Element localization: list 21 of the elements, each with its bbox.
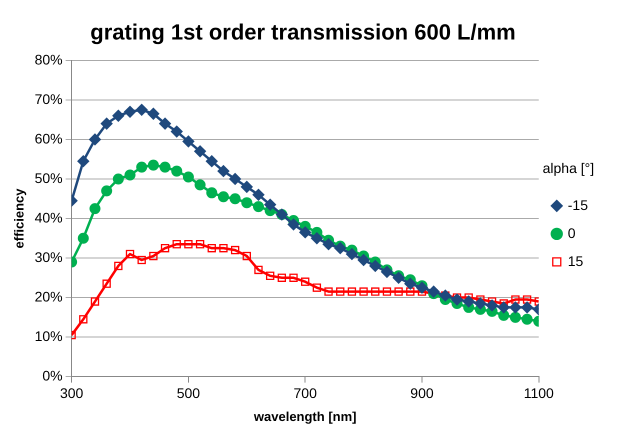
- legend-title: alpha [°]: [542, 160, 594, 176]
- y-axis-title: efficiency: [11, 188, 26, 248]
- x-tick-label: 500: [176, 384, 200, 401]
- y-tick-label: 30%: [34, 248, 63, 265]
- legend-label: 15: [568, 252, 584, 269]
- legend-label: -15: [568, 196, 588, 213]
- y-tick-label: 70%: [34, 90, 63, 107]
- y-tick-label: 10%: [34, 328, 63, 344]
- legend-label: 0: [568, 224, 576, 241]
- x-axis-title: wavelength [nm]: [252, 408, 356, 424]
- y-tick-label: 0%: [42, 367, 63, 384]
- x-tick-label: 1100: [524, 384, 554, 401]
- y-tick-label: 80%: [34, 51, 63, 68]
- x-tick-label: 700: [294, 384, 318, 401]
- x-tick-label: 900: [410, 384, 434, 401]
- y-tick-label: 40%: [34, 209, 63, 226]
- y-tick-label: 60%: [34, 130, 63, 146]
- x-tick-label: 300: [60, 384, 84, 401]
- y-tick-label: 50%: [34, 170, 63, 186]
- chart-title: grating 1st order transmission 600 L/mm: [90, 19, 516, 44]
- y-tick-label: 20%: [34, 288, 63, 304]
